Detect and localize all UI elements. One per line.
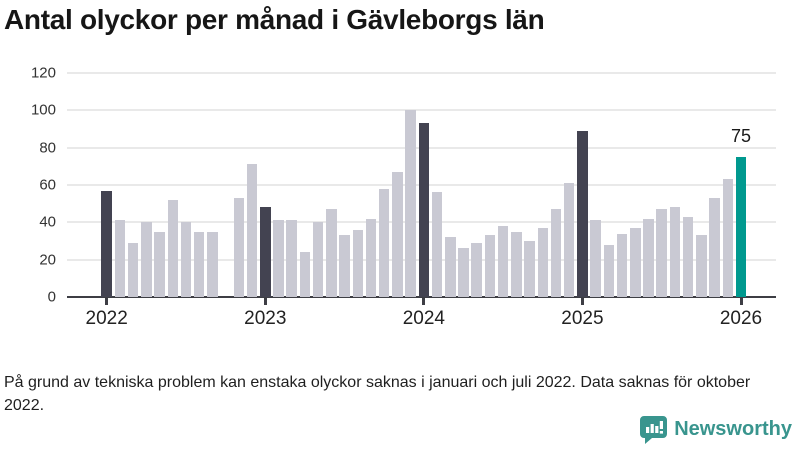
bar-month (537, 227, 549, 297)
bar-month (180, 222, 192, 297)
y-axis-label: 100 (30, 101, 56, 119)
bar-chart-speech-bubble-icon (640, 415, 668, 444)
bar-month (312, 222, 324, 297)
bar-month (458, 248, 469, 297)
bar-month (497, 226, 509, 297)
bar-month (484, 235, 496, 297)
bar-month (286, 220, 297, 297)
bar-month (669, 207, 681, 297)
x-axis-tick (580, 298, 584, 305)
bar-january (260, 207, 271, 297)
bar-month (682, 216, 694, 297)
x-axis-tick (422, 298, 426, 305)
bar-month (207, 231, 218, 297)
bar-month (193, 231, 205, 297)
bar-value-label: 75 (730, 126, 752, 146)
x-axis-label: 2025 (561, 308, 604, 329)
bar-month (630, 227, 641, 297)
x-axis-tick (105, 298, 109, 305)
bar-month (656, 209, 667, 297)
bar-month (326, 209, 337, 297)
bar-month (616, 233, 628, 297)
y-axis-label: 0 (47, 288, 56, 306)
bar-month (141, 222, 152, 297)
bar-month (339, 235, 350, 297)
x-axis-tick (263, 298, 267, 305)
bar-month (511, 231, 522, 297)
bar-month (709, 198, 720, 297)
bar-latest-month (735, 157, 747, 297)
x-axis-line (67, 296, 776, 298)
y-axis-label: 120 (30, 64, 56, 82)
gridline (67, 109, 776, 112)
bar-month (378, 188, 390, 297)
bar-month (246, 164, 258, 297)
bar-month (643, 218, 654, 297)
bar-month (273, 220, 284, 297)
x-axis-tick (739, 298, 743, 305)
bar-month (722, 179, 734, 297)
y-axis-label: 20 (39, 251, 56, 269)
bar-month (524, 241, 535, 297)
accidents-bar-chart: 0 20 40 60 80 100 120 75 2022 2023 2024 2025 2026 (30, 64, 776, 329)
footnote: På grund av tekniska problem kan enstaka… (4, 374, 751, 414)
bar-month (365, 218, 377, 297)
bar-month (445, 237, 456, 297)
bar-january (418, 123, 430, 297)
x-axis-label: 2022 (85, 308, 128, 329)
bar-month (563, 183, 575, 297)
bar-january (101, 190, 112, 297)
bar-month (550, 209, 562, 297)
newsworthy-logo[interactable]: Newsworthy (640, 415, 792, 444)
bar-month (696, 235, 707, 297)
x-axis-label: 2026 (719, 308, 763, 329)
y-axis-label: 80 (39, 139, 56, 157)
y-axis-label: 40 (39, 213, 56, 231)
bar-month (431, 192, 443, 297)
bar-month (299, 252, 311, 297)
bar-month (127, 242, 139, 297)
y-axis-label: 60 (39, 176, 56, 194)
newsworthy-logo-text: Newsworthy (674, 418, 792, 440)
bar-month (590, 220, 601, 297)
bar-month (405, 110, 416, 297)
page-title: Antal olyckor per månad i Gävleborgs län (4, 4, 545, 35)
bar-month (233, 198, 245, 297)
bar-month (352, 229, 364, 297)
bar-month (603, 244, 615, 297)
x-axis-label: 2023 (244, 308, 287, 329)
bar-month (167, 199, 179, 297)
bar-month (114, 220, 126, 297)
bar-january (577, 130, 588, 297)
gridline (67, 72, 776, 74)
x-axis-label: 2024 (402, 308, 445, 329)
bar-month (154, 231, 165, 297)
bar-month (392, 171, 403, 297)
bar-month (471, 242, 482, 297)
